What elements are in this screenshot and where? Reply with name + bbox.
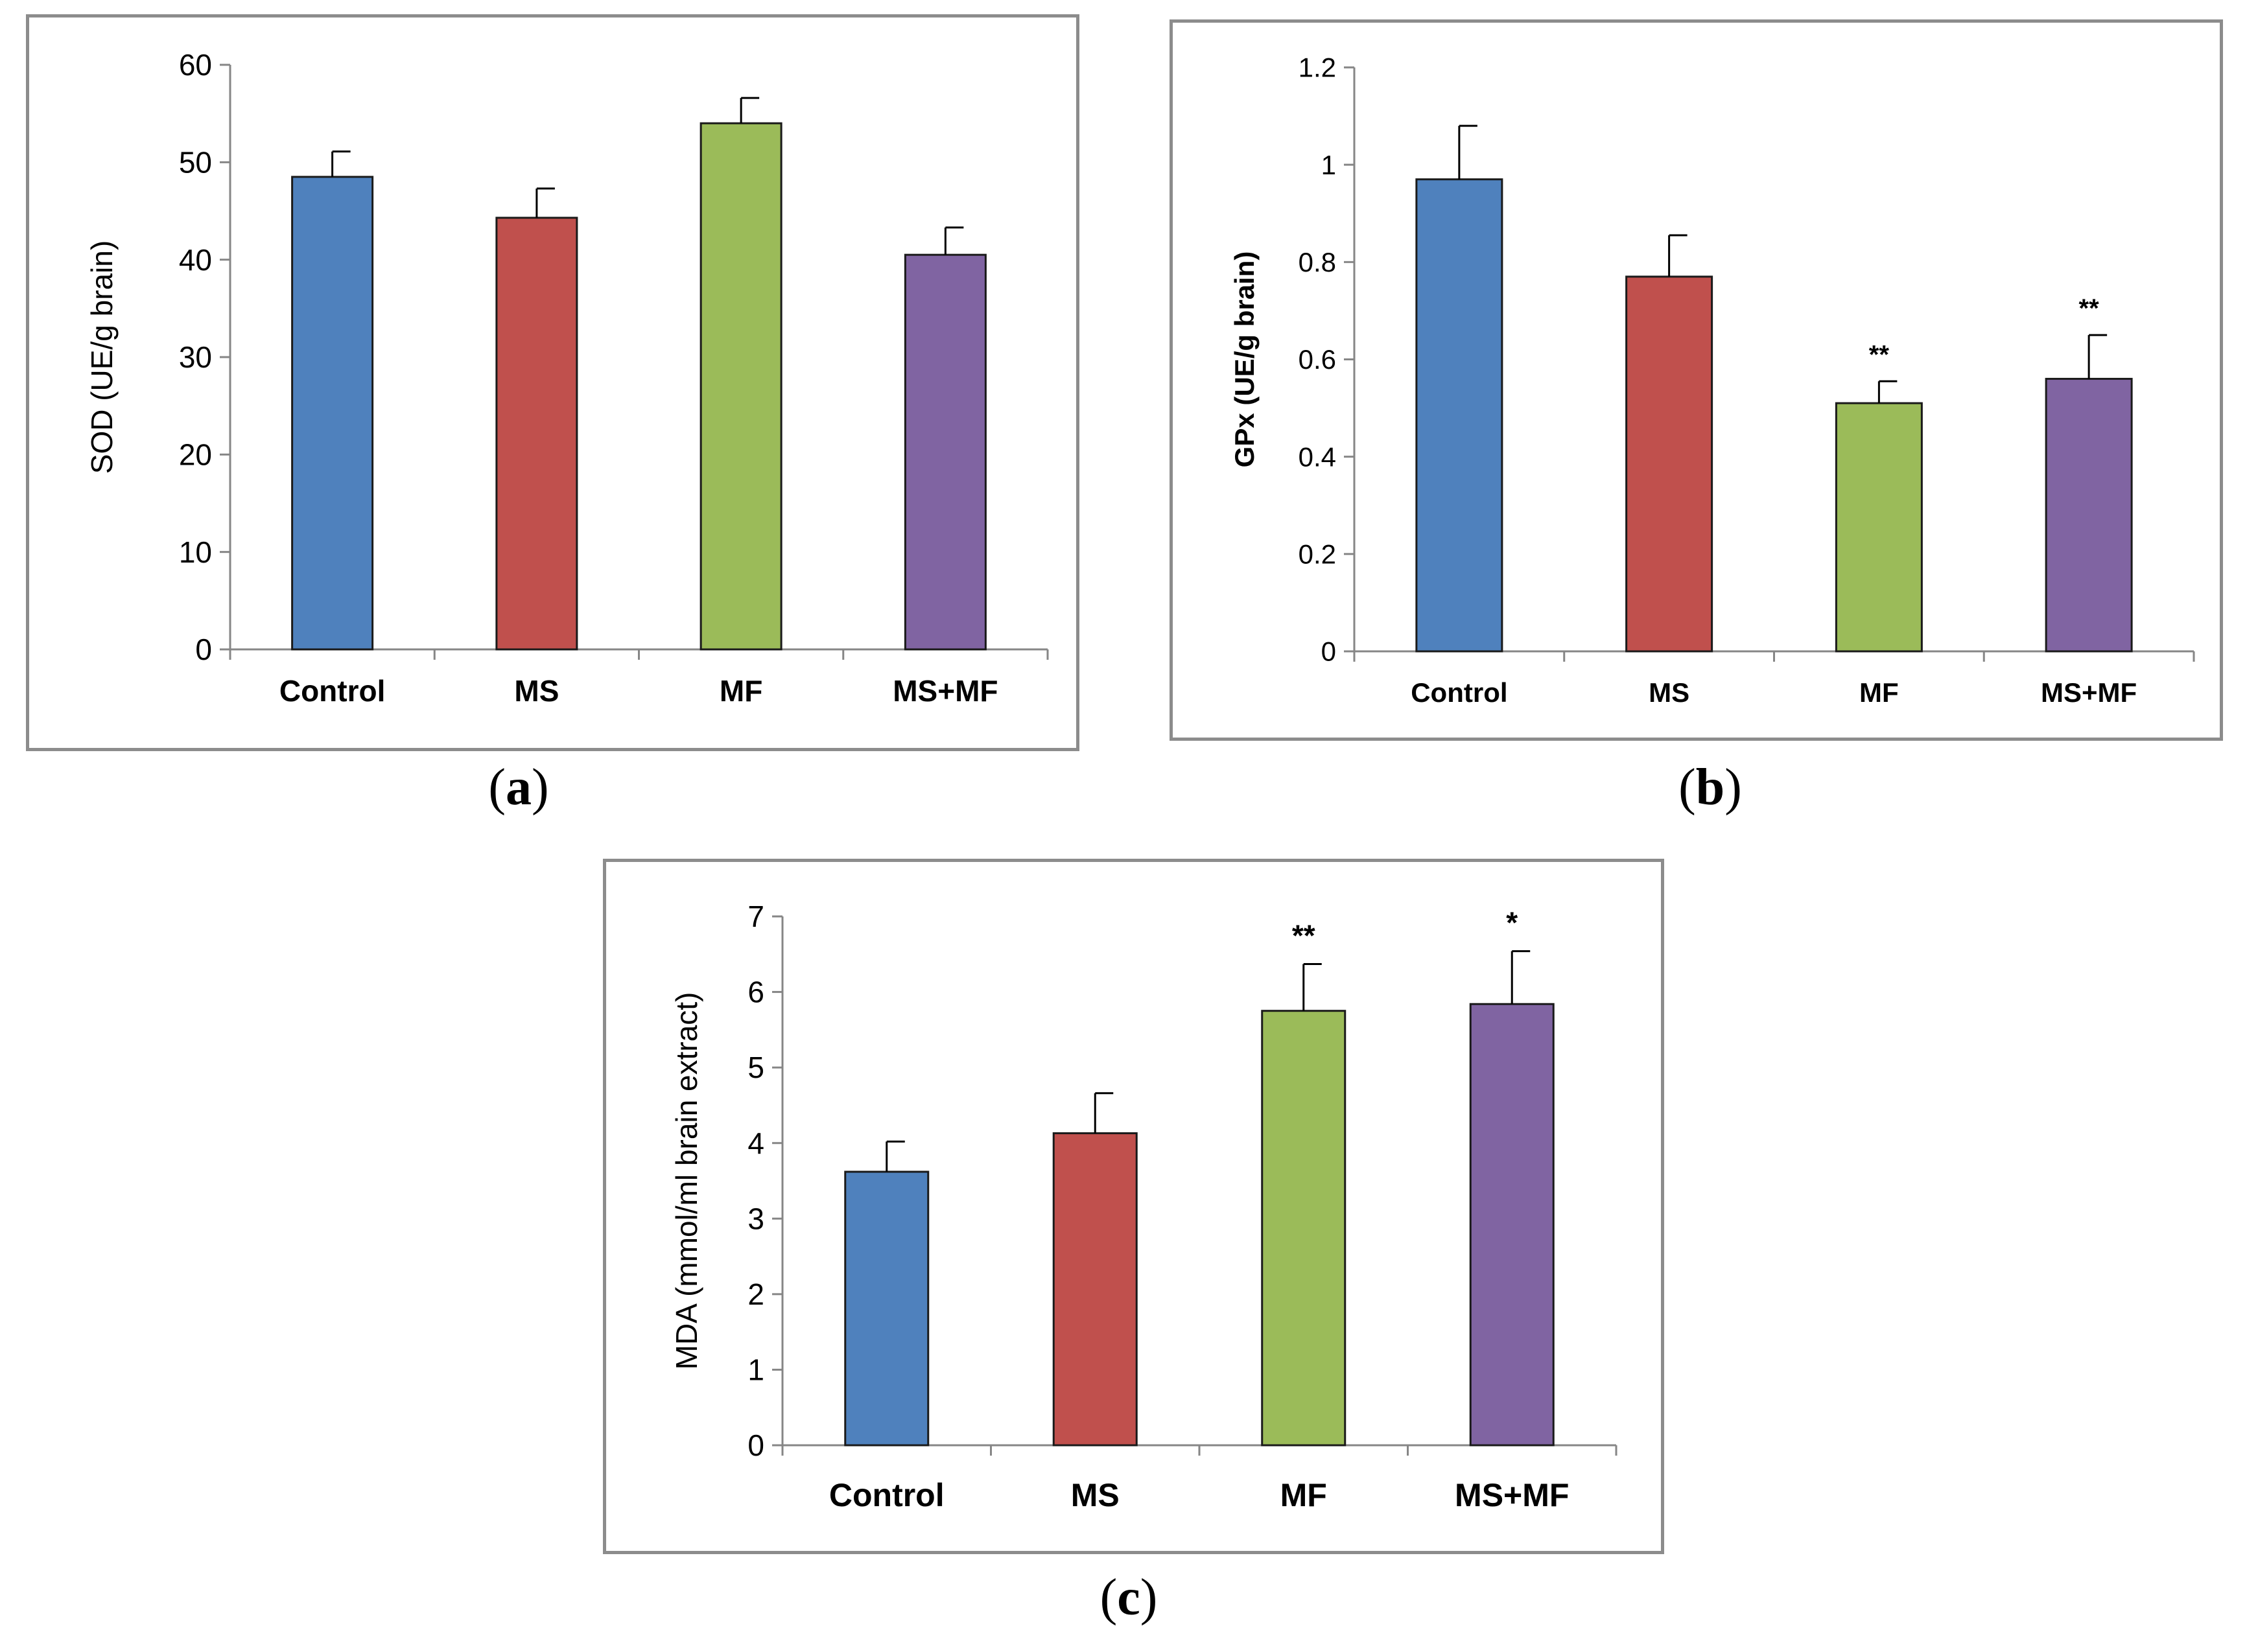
- bar-control: [844, 1170, 930, 1447]
- panel-caption-c: (c): [1100, 1569, 1158, 1626]
- bar-ms-mf: [1469, 1003, 1555, 1447]
- category-label: MF: [1280, 1477, 1327, 1513]
- y-tick-label: 0.4: [1299, 441, 1336, 472]
- y-axis-label: GPx (UE/g brain): [1229, 251, 1260, 468]
- y-tick-label: 1: [1321, 150, 1336, 180]
- chart-panel-a: 0 10 20 30 40 50 60 Control MS MF MS+MF SOD (UE/g b…: [26, 14, 1079, 751]
- panel-caption-a: (a): [488, 759, 549, 816]
- bar-chart-mda: 0 1 2 3 4 5 6 7 Control MS ** MF * MS+MF MDA (mmol/ml …: [670, 900, 1617, 1513]
- bar-ms-mf: [2045, 378, 2133, 653]
- chart-panel-c: 0 1 2 3 4 5 6 7 Control MS ** MF * MS+MF MDA (mmol/ml …: [603, 859, 1664, 1554]
- significance-marker: **: [2079, 294, 2100, 323]
- category-label: MS: [1071, 1477, 1120, 1513]
- category-label: MF: [720, 674, 762, 708]
- y-tick-label: 40: [179, 243, 212, 277]
- y-tick-label: 4: [747, 1126, 764, 1160]
- y-tick-label: 0.8: [1299, 247, 1336, 277]
- y-tick-label: 60: [179, 48, 212, 82]
- y-tick-label: 30: [179, 340, 212, 374]
- category-label: MS+MF: [2041, 677, 2137, 708]
- y-tick-label: 2: [747, 1277, 764, 1311]
- y-tick-label: 1.2: [1299, 52, 1336, 83]
- y-tick-label: 0.6: [1299, 344, 1336, 375]
- y-tick-label: 10: [179, 535, 212, 569]
- bar-ms: [1625, 275, 1713, 653]
- y-tick-label: 0.2: [1299, 539, 1336, 570]
- y-tick-label: 50: [179, 145, 212, 179]
- bar-chart-sod: 0 10 20 30 40 50 60 Control MS MF MS+MF SOD (UE/g b…: [85, 48, 1049, 708]
- bar-mf: [700, 122, 782, 651]
- y-tick-label: 0: [195, 633, 212, 666]
- bar-control: [291, 176, 374, 651]
- bar-mf: [1261, 1010, 1347, 1447]
- y-axis-label: MDA (mmol/ml brain extract): [670, 992, 703, 1370]
- panel-caption-b: (b): [1678, 759, 1742, 816]
- y-tick-label: 6: [747, 975, 764, 1009]
- bar-chart-gpx: 0 0.2 0.4 0.6 0.8 1 1.2 Control MS ** MF ** MS+MF GPx…: [1229, 52, 2195, 708]
- category-label: MS: [1649, 677, 1689, 708]
- category-label: MS+MF: [1455, 1477, 1569, 1513]
- y-tick-label: 3: [747, 1202, 764, 1235]
- category-label: MS: [514, 674, 559, 708]
- category-label: Control: [279, 674, 386, 708]
- y-tick-label: 0: [747, 1428, 764, 1462]
- y-tick-label: 1: [747, 1353, 764, 1387]
- chart-panel-b: 0 0.2 0.4 0.6 0.8 1 1.2 Control MS ** MF ** MS+MF GPx…: [1170, 19, 2223, 741]
- y-tick-label: 7: [747, 900, 764, 933]
- significance-marker: **: [1869, 340, 1890, 369]
- y-tick-label: 20: [179, 437, 212, 471]
- significance-marker: *: [1506, 906, 1518, 940]
- significance-marker: **: [1292, 918, 1315, 952]
- y-axis-label: SOD (UE/g brain): [85, 240, 119, 474]
- bar-ms: [1052, 1132, 1138, 1447]
- category-label: Control: [1411, 677, 1507, 708]
- bar-control: [1415, 178, 1503, 653]
- category-label: Control: [829, 1477, 945, 1513]
- bar-ms-mf: [904, 253, 987, 651]
- y-tick-label: 0: [1321, 636, 1336, 667]
- category-label: MS+MF: [893, 674, 998, 708]
- category-label: MF: [1859, 677, 1899, 708]
- bar-mf: [1835, 402, 1923, 653]
- bar-ms: [495, 216, 578, 651]
- y-tick-label: 5: [747, 1051, 764, 1084]
